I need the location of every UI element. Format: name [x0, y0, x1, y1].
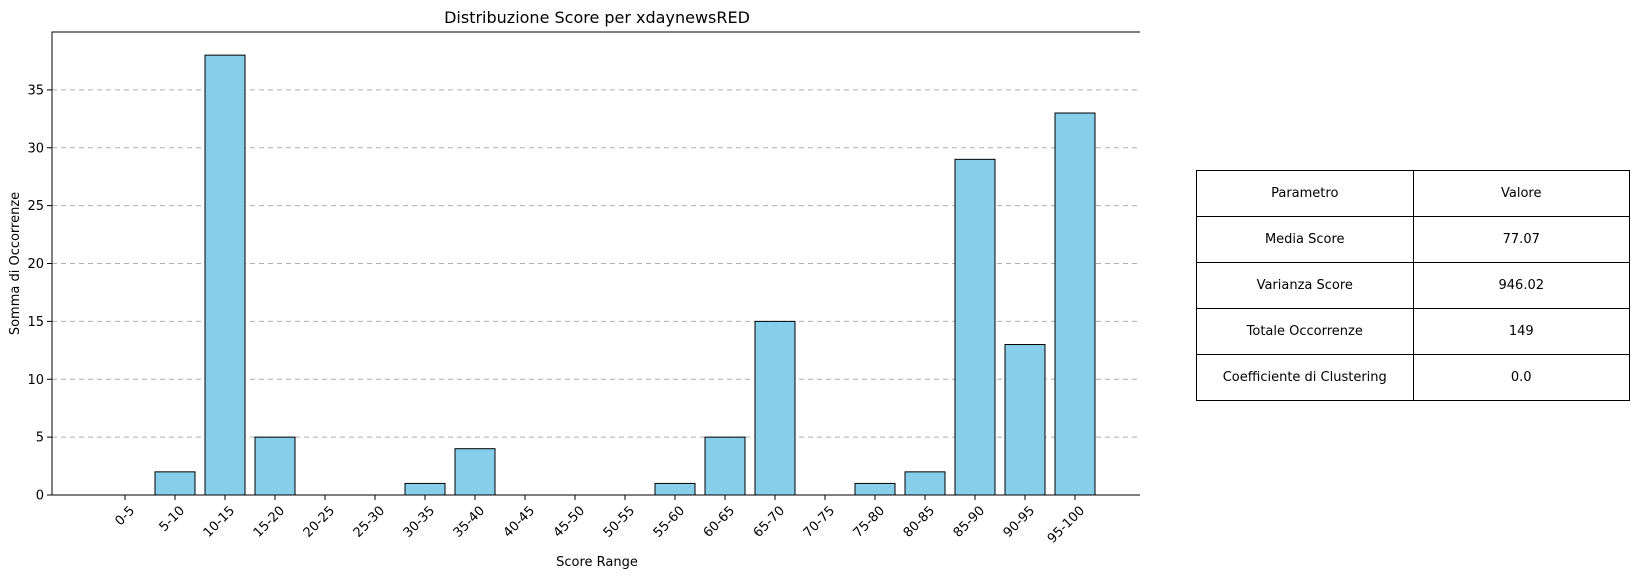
y-tick-label: 35	[27, 83, 44, 98]
bar	[754, 320, 796, 496]
table-cell: 77.07	[1412, 216, 1630, 263]
table-header-cell: Valore	[1412, 170, 1630, 217]
y-tick-label: 5	[36, 431, 44, 446]
table-cell: Totale Occorrenze	[1196, 308, 1414, 355]
x-tick-label: 90-95	[1001, 503, 1038, 540]
table-cell: Coefficiente di Clustering	[1196, 354, 1414, 401]
x-tick-label: 45-50	[551, 503, 588, 540]
bars	[154, 54, 1096, 496]
chart-title: Distribuzione Score per xdaynewsRED	[444, 8, 750, 27]
x-tick-label: 30-35	[401, 503, 438, 540]
y-tick-label: 0	[36, 489, 44, 504]
x-axis-ticks: 0-5 5-10 10-15 15-20 20-25 25-30 30-35 35-40 40-…	[112, 495, 1088, 547]
table-header-row: Parametro Valore	[1196, 170, 1630, 217]
x-tick-label: 0-5	[112, 503, 138, 529]
bar	[254, 436, 296, 496]
x-tick-label: 65-70	[751, 503, 788, 540]
x-tick-label: 80-85	[901, 503, 938, 540]
x-tick-label: 5-10	[157, 503, 188, 534]
stats-table: Parametro Valore Media Score 77.07 Varia…	[1196, 170, 1630, 401]
x-tick-label: 95-100	[1045, 503, 1088, 546]
bar	[1004, 344, 1046, 496]
bar	[454, 448, 496, 496]
bar	[654, 482, 696, 496]
x-tick-label: 60-65	[701, 503, 738, 540]
bar	[404, 482, 446, 496]
table-row: Varianza Score 946.02	[1196, 262, 1630, 309]
bar-chart: 0 5 10 15 20 25 30 35 0-5 5-10 10-15 15-20 20-25 25-…	[8, 8, 1140, 570]
table-row: Media Score 77.07	[1196, 216, 1630, 263]
x-tick-label: 40-45	[501, 503, 538, 540]
y-tick-label: 25	[27, 199, 44, 214]
table-cell: Varianza Score	[1196, 262, 1414, 309]
x-tick-label: 25-30	[351, 503, 388, 540]
y-axis-label: Somma di Occorrenze	[8, 192, 23, 335]
bar	[204, 54, 246, 496]
bar	[154, 471, 196, 496]
table-row: Totale Occorrenze 149	[1196, 308, 1630, 355]
table-cell: 0.0	[1412, 354, 1630, 401]
y-tick-label: 30	[27, 141, 44, 156]
bar	[904, 471, 946, 496]
x-axis-label: Score Range	[556, 555, 638, 570]
y-tick-label: 20	[27, 257, 44, 272]
table-row: Coefficiente di Clustering 0.0	[1196, 354, 1630, 401]
bar	[854, 482, 896, 496]
table-header-cell: Parametro	[1196, 170, 1414, 217]
x-tick-label: 85-90	[951, 503, 988, 540]
x-tick-label: 55-60	[651, 503, 688, 540]
bar	[704, 436, 746, 496]
x-tick-label: 20-25	[301, 503, 338, 540]
x-tick-label: 50-55	[601, 503, 638, 540]
x-tick-label: 75-80	[851, 503, 888, 540]
bar	[954, 158, 996, 496]
x-tick-label: 35-40	[451, 503, 488, 540]
y-tick-label: 10	[27, 373, 44, 388]
y-axis-ticks: 0 5 10 15 20 25 30 35	[27, 83, 52, 504]
x-tick-label: 15-20	[251, 503, 288, 540]
x-tick-label: 10-15	[201, 503, 238, 540]
table-cell: 946.02	[1412, 262, 1630, 309]
table-cell: 149	[1412, 308, 1630, 355]
y-tick-label: 15	[27, 315, 44, 330]
table-cell: Media Score	[1196, 216, 1414, 263]
bar	[1054, 112, 1096, 496]
x-tick-label: 70-75	[801, 503, 838, 540]
